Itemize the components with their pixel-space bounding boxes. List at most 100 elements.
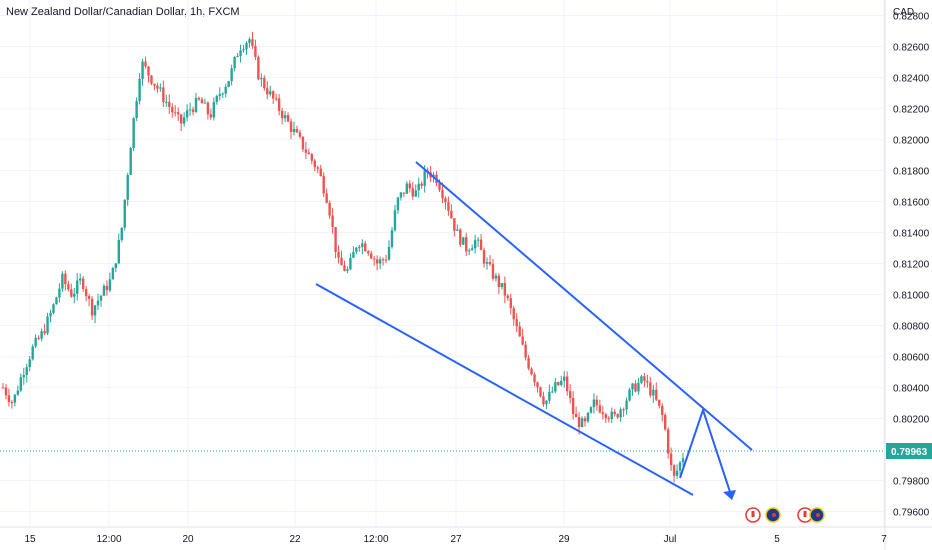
candle-body[interactable] xyxy=(132,117,135,149)
candle-body[interactable] xyxy=(610,411,613,420)
candle-body[interactable] xyxy=(313,160,316,168)
candle-body[interactable] xyxy=(257,56,260,80)
candle-body[interactable] xyxy=(263,78,266,89)
candle-body[interactable] xyxy=(494,275,498,279)
candle-body[interactable] xyxy=(269,91,272,95)
candle-body[interactable] xyxy=(355,247,358,252)
candle-body[interactable] xyxy=(622,409,625,411)
candle-body[interactable] xyxy=(322,175,325,194)
candle-body[interactable] xyxy=(384,259,388,261)
candle-body[interactable] xyxy=(637,382,640,392)
candle-body[interactable] xyxy=(399,192,403,198)
candle-body[interactable] xyxy=(643,376,646,381)
candle-body[interactable] xyxy=(316,167,319,169)
candle-body[interactable] xyxy=(524,344,527,358)
candle-body[interactable] xyxy=(551,391,554,393)
candle-body[interactable] xyxy=(613,411,616,415)
candle-body[interactable] xyxy=(126,174,129,200)
candle-body[interactable] xyxy=(506,295,510,299)
candle-body[interactable] xyxy=(533,374,536,383)
candle-body[interactable] xyxy=(669,453,673,466)
candle-body[interactable] xyxy=(16,390,20,395)
candle-body[interactable] xyxy=(197,97,201,100)
candle-body[interactable] xyxy=(117,239,121,264)
candle-body[interactable] xyxy=(251,39,254,46)
candle-body[interactable] xyxy=(568,391,572,398)
candle-body[interactable] xyxy=(274,98,278,100)
candle-body[interactable] xyxy=(390,230,394,248)
candle-body[interactable] xyxy=(138,78,141,102)
projected-move-arrow[interactable] xyxy=(679,406,733,499)
candle-body[interactable] xyxy=(527,357,530,369)
candle-body[interactable] xyxy=(661,405,664,415)
candle-body[interactable] xyxy=(402,192,406,194)
candle-body[interactable] xyxy=(331,215,334,228)
candle-body[interactable] xyxy=(46,316,49,334)
candle-body[interactable] xyxy=(560,380,563,386)
candle-body[interactable] xyxy=(518,326,521,337)
candle-body[interactable] xyxy=(470,248,474,251)
candle-body[interactable] xyxy=(476,239,480,241)
candle-body[interactable] xyxy=(61,273,64,289)
candle-body[interactable] xyxy=(361,243,364,247)
candle-body[interactable] xyxy=(405,183,409,194)
candle-body[interactable] xyxy=(13,394,17,403)
candle-body[interactable] xyxy=(586,412,590,422)
candle-body[interactable] xyxy=(378,259,382,264)
candle-body[interactable] xyxy=(375,259,379,264)
candle-body[interactable] xyxy=(171,107,174,113)
candle-body[interactable] xyxy=(34,337,37,347)
candle-body[interactable] xyxy=(230,68,233,82)
candle-body[interactable] xyxy=(144,61,147,67)
candle-body[interactable] xyxy=(441,190,444,199)
candle-body[interactable] xyxy=(301,136,305,150)
candle-body[interactable] xyxy=(105,285,109,291)
candle-body[interactable] xyxy=(227,81,230,87)
candle-body[interactable] xyxy=(595,399,599,406)
candle-body[interactable] xyxy=(73,293,76,297)
candle-body[interactable] xyxy=(545,400,548,405)
candle-body[interactable] xyxy=(557,382,560,386)
candle-body[interactable] xyxy=(640,376,643,383)
candle-body[interactable] xyxy=(277,98,281,111)
candle-body[interactable] xyxy=(601,412,605,415)
candle-body[interactable] xyxy=(438,183,441,191)
candle-body[interactable] xyxy=(473,240,477,249)
candle-body[interactable] xyxy=(364,243,367,252)
candle-body[interactable] xyxy=(272,91,275,99)
candle-body[interactable] xyxy=(194,97,198,112)
candle-body[interactable] xyxy=(420,183,423,186)
candle-body[interactable] xyxy=(325,193,328,203)
candle-body[interactable] xyxy=(141,61,144,79)
candle-body[interactable] xyxy=(289,121,293,132)
candle-body[interactable] xyxy=(52,304,55,313)
candle-body[interactable] xyxy=(408,183,412,189)
candle-body[interactable] xyxy=(589,407,593,413)
candle-body[interactable] xyxy=(358,246,361,248)
candle-body[interactable] xyxy=(675,470,679,476)
candle-body[interactable] xyxy=(254,45,257,57)
candle-body[interactable] xyxy=(393,210,397,231)
candle-body[interactable] xyxy=(87,296,91,299)
candle-body[interactable] xyxy=(176,112,180,115)
candle-body[interactable] xyxy=(491,264,495,279)
candle-body[interactable] xyxy=(310,154,314,161)
candle-body[interactable] xyxy=(548,391,551,401)
candle-body[interactable] xyxy=(19,377,23,391)
candle-body[interactable] xyxy=(655,389,658,400)
candle-body[interactable] xyxy=(417,183,420,191)
candle-body[interactable] xyxy=(411,188,414,197)
candle-body[interactable] xyxy=(304,149,308,153)
candle-body[interactable] xyxy=(592,399,596,408)
candle-body[interactable] xyxy=(260,78,263,80)
candle-body[interactable] xyxy=(283,115,287,119)
candle-body[interactable] xyxy=(58,288,61,298)
candle-body[interactable] xyxy=(370,253,373,259)
candle-body[interactable] xyxy=(102,285,106,296)
candle-body[interactable] xyxy=(649,382,652,396)
candle-body[interactable] xyxy=(565,376,569,392)
candle-body[interactable] xyxy=(465,237,468,252)
candle-body[interactable] xyxy=(31,346,34,360)
candle-body[interactable] xyxy=(672,465,676,476)
